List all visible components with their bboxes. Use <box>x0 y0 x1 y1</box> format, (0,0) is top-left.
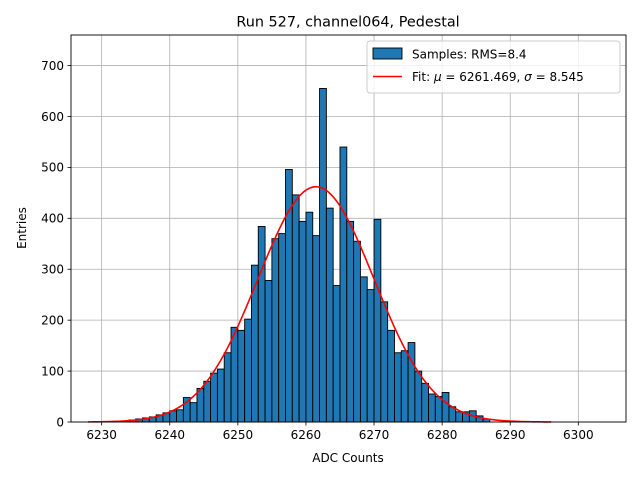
histogram-bar <box>278 233 286 423</box>
histogram-bar <box>312 235 321 423</box>
histogram-bar <box>339 146 348 423</box>
histogram-bar <box>394 352 402 423</box>
legend-mu-symbol: μ <box>433 70 442 84</box>
histogram-bar <box>441 392 450 423</box>
histogram-bar <box>244 318 252 423</box>
y-tick-label: 0 <box>56 415 64 429</box>
plot-frame <box>70 34 627 423</box>
histogram-bar <box>319 88 327 423</box>
x-tick-label: 6230 <box>86 428 117 442</box>
y-tick-label: 500 <box>41 161 64 175</box>
histogram-bar <box>434 396 443 423</box>
histogram-bar <box>359 276 368 423</box>
histogram-bar <box>346 220 355 423</box>
histogram-bar <box>251 264 259 423</box>
legend-box <box>366 40 621 94</box>
histogram-bar <box>176 409 184 423</box>
x-axis-ticks: 6230 6240 6250 6260 6270 6280 6290 6300 <box>86 422 594 442</box>
histogram-bar <box>203 380 212 423</box>
legend-fit-prefix: Fit: <box>412 70 434 84</box>
histogram-bar <box>210 372 218 423</box>
histogram-bar <box>414 370 423 423</box>
legend-fit-label: Fit: μ = 6261.469, σ = 8.545 <box>412 70 584 84</box>
histogram-bar <box>291 194 300 423</box>
legend-samples-swatch <box>372 47 403 60</box>
histogram-bar <box>196 387 205 423</box>
y-tick-label: 400 <box>41 212 64 226</box>
y-axis-ticks: 0 100 200 300 400 500 600 700 <box>41 59 71 429</box>
legend: Samples: RMS=8.4 Fit: μ = 6261.469, σ = … <box>366 40 621 94</box>
legend-samples-label: Samples: RMS=8.4 <box>412 48 527 62</box>
y-tick-label: 200 <box>41 313 64 327</box>
histogram-bar <box>428 393 436 423</box>
histogram-bar <box>421 382 429 423</box>
histogram-bar <box>400 350 409 423</box>
histogram-bar <box>380 301 389 423</box>
histogram-bar <box>230 326 239 423</box>
y-tick-label: 100 <box>41 364 64 378</box>
chart-title: Run 527, channel064, Pedestal <box>236 15 459 31</box>
x-tick-label: 6270 <box>359 428 390 442</box>
histogram-bar <box>257 226 266 423</box>
histogram-bar <box>407 342 416 423</box>
legend-sigma-value: = 8.545 <box>532 70 584 84</box>
x-tick-label: 6260 <box>291 428 322 442</box>
histogram-bar <box>455 411 464 423</box>
x-tick-label: 6280 <box>427 428 458 442</box>
histogram-bars <box>128 88 491 423</box>
y-axis-label: Entries <box>15 207 29 249</box>
histogram-bar <box>189 402 198 423</box>
y-tick-label: 300 <box>41 263 64 277</box>
x-tick-label: 6240 <box>154 428 185 442</box>
histogram-bar <box>373 218 382 423</box>
x-axis-label: ADC Counts <box>312 451 384 465</box>
x-tick-label: 6290 <box>495 428 526 442</box>
histogram-bar <box>271 238 280 423</box>
x-tick-label: 6300 <box>563 428 594 442</box>
gaussian-fit-curve <box>88 185 552 423</box>
y-tick-label: 700 <box>41 59 64 73</box>
fit-curve-group <box>88 185 552 423</box>
histogram-bar <box>264 279 273 423</box>
histogram-bar <box>353 240 361 423</box>
histogram-bar <box>325 207 334 423</box>
legend-sigma-symbol: σ <box>524 70 532 84</box>
legend-mu-value: = 6261.469, <box>442 70 525 84</box>
histogram-bar <box>387 329 395 423</box>
histogram-bar <box>332 285 341 423</box>
y-tick-label: 600 <box>41 110 64 124</box>
histogram-bar <box>223 352 232 423</box>
histogram-bar <box>216 368 225 423</box>
histogram-bar <box>298 220 307 423</box>
histogram-bar <box>366 289 375 423</box>
histogram-bar <box>237 329 246 423</box>
x-tick-label: 6250 <box>223 428 254 442</box>
histogram-bar <box>305 211 314 423</box>
histogram-bar <box>169 410 178 423</box>
